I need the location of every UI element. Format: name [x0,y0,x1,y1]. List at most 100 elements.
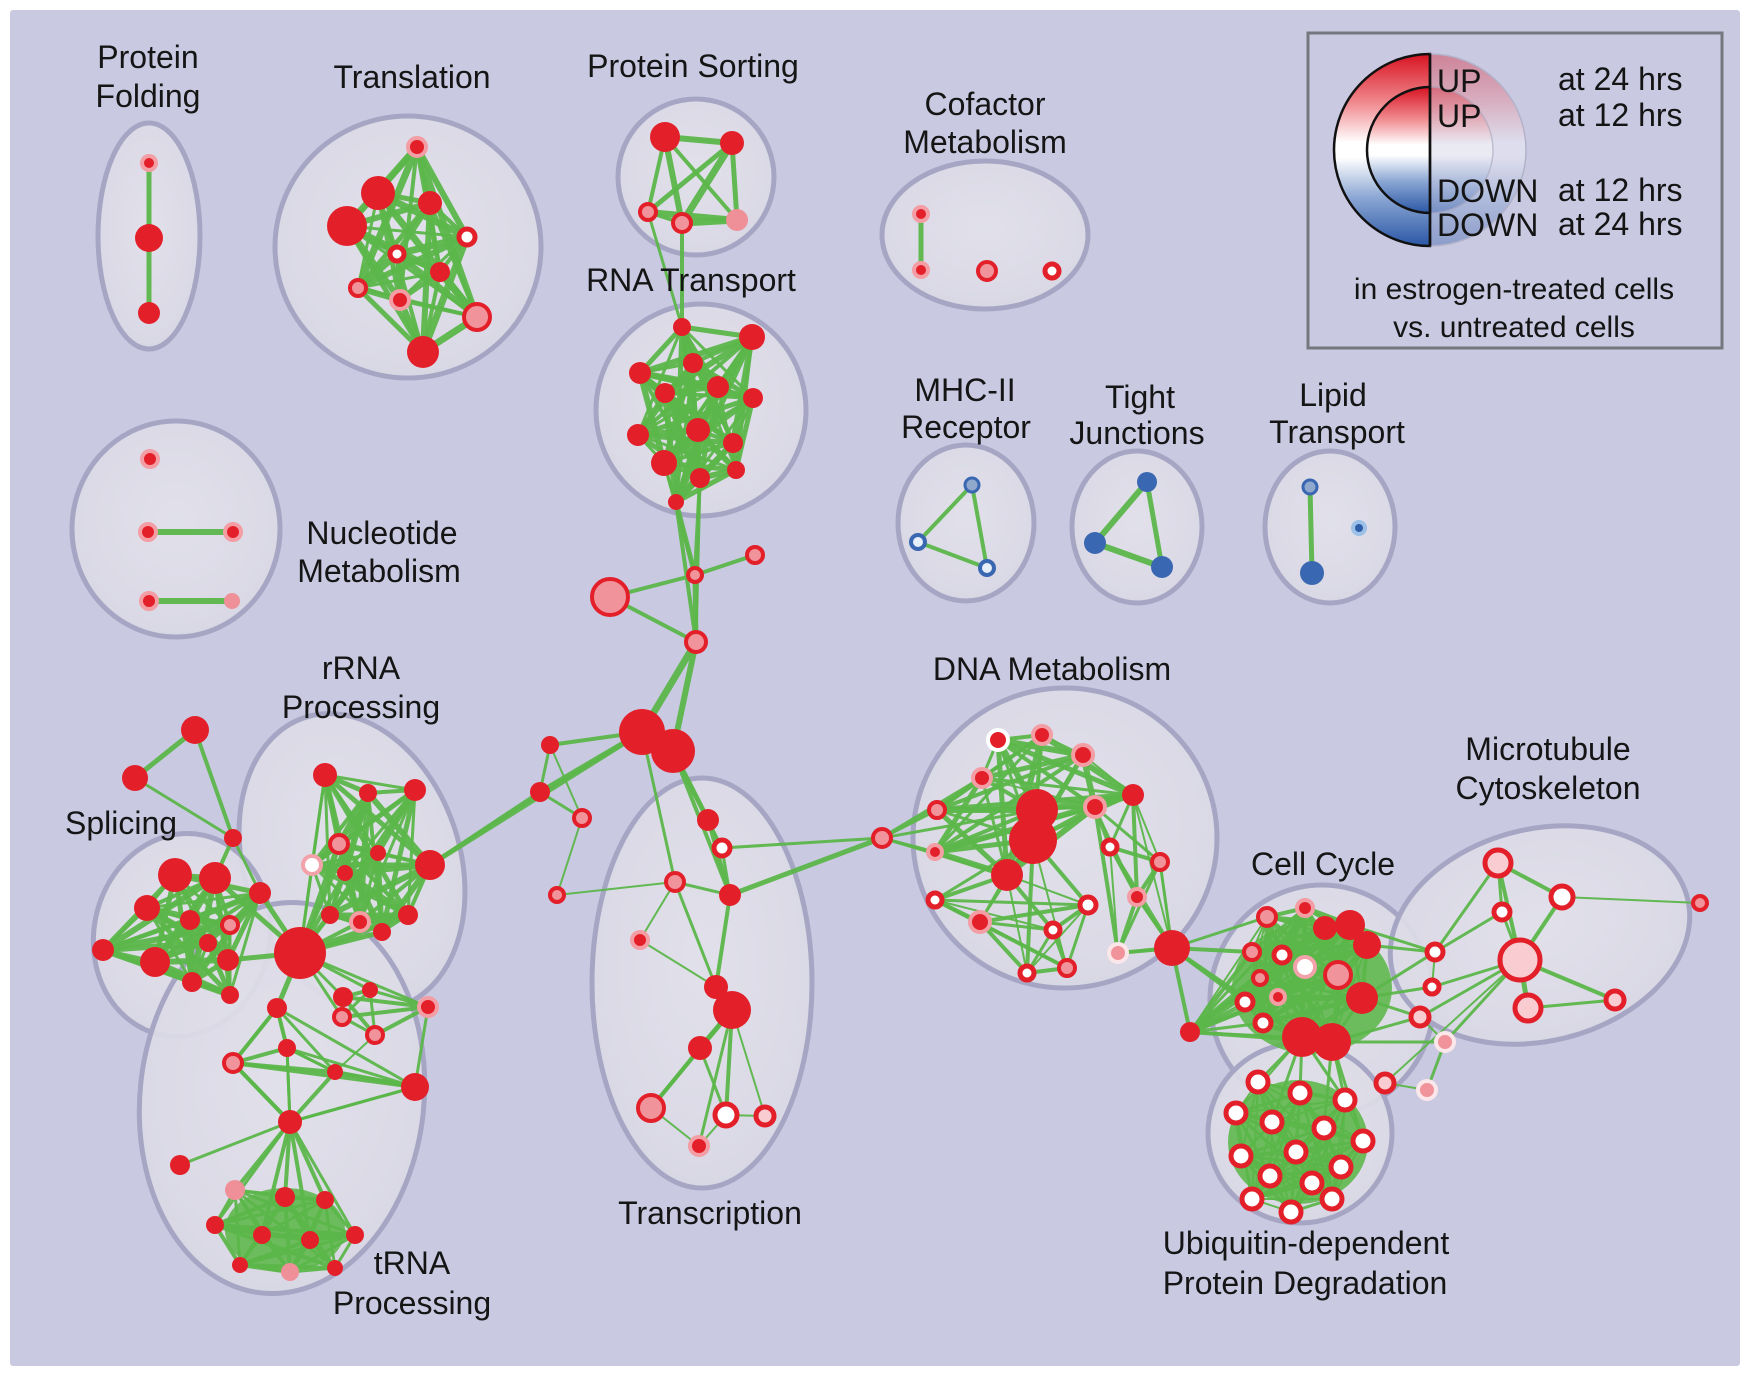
network-edge [979,921,1068,969]
network-edge [231,1006,279,1065]
legend-footer-line2: vs. untreated cells [1393,311,1635,344]
network-node-19 [673,318,691,336]
network-node-12 [462,302,492,332]
cluster-label-cell-cycle-0: Cell Cycle [1251,846,1395,882]
network-edge [193,728,235,840]
network-node-156 [267,998,287,1018]
cluster-ellipse-mhc-ii-receptor [895,442,1037,604]
network-edge [1239,1126,1326,1158]
network-node-116 [1283,1139,1309,1165]
cluster-label-mhc-ii-receptor-1: Receptor [901,409,1031,445]
network-node-183 [909,533,927,551]
network-edge [1290,1140,1364,1213]
network-node-170 [232,1257,248,1273]
cluster-label-trna-processing-1: Processing [333,1285,491,1321]
network-node-163 [225,1180,245,1200]
network-node-97 [1408,1005,1432,1029]
network-node-30 [690,468,710,488]
network-node-74 [1057,958,1077,978]
network-edge [213,1198,327,1227]
network-node-114 [1350,1128,1376,1154]
network-edge [213,1223,337,1270]
network-edge [1093,805,1162,864]
cluster-ellipse-cofactor-metabolism [879,158,1091,312]
network-node-107 [1691,894,1709,912]
network-node-162 [170,1155,190,1175]
network-node-122 [1278,1199,1304,1225]
network-edge [145,891,262,910]
network-edge [1276,943,1369,999]
network-node-136 [333,987,353,1007]
network-node-179 [912,261,930,279]
cluster-label-transcription-0: Transcription [618,1195,802,1231]
network-edge [674,500,698,644]
network-edge [934,899,1054,931]
network-edge [980,776,1135,797]
network-edge [1251,1121,1273,1200]
network-edge [379,787,418,935]
network-node-131 [321,906,339,924]
network-node-53 [753,1104,777,1128]
network-node-167 [253,1226,271,1244]
network-node-9 [430,262,450,282]
network-edge [645,140,735,215]
cluster-ellipse-protein-sorting [615,96,777,258]
network-edge [213,1195,287,1227]
network-node-86 [1353,931,1381,959]
network-node-173 [140,449,160,469]
network-edge [727,835,885,898]
network-edge [133,776,235,840]
network-node-36 [684,630,708,654]
network-node-33 [686,566,704,584]
network-edge [310,791,370,867]
network-edge [1188,976,1262,1034]
legend-row-dir: UP [1437,63,1481,99]
network-node-166 [206,1216,224,1234]
network-edge [285,1046,292,1124]
network-edge [640,730,677,884]
network-edge [663,135,739,222]
network-edge [1433,861,1500,954]
network-node-26 [686,418,710,442]
network-node-46 [719,884,741,906]
network-node-133 [373,923,391,941]
network-node-128 [337,865,353,881]
network-edge [720,836,884,850]
network-edge [636,325,684,437]
cluster-label-lipid-transport-1: Transport [1269,414,1405,450]
network-node-141 [158,858,192,892]
network-node-31 [727,461,745,479]
network-node-94 [1313,1023,1351,1061]
network-node-91 [1252,1012,1274,1034]
network-edge [285,1046,417,1089]
network-edge [1065,903,1090,970]
network-node-35 [590,577,630,617]
network-node-10 [348,278,368,298]
network-node-117 [1328,1154,1354,1180]
network-node-49 [713,991,751,1029]
network-node-139 [332,1007,352,1027]
network-edge [1144,479,1165,570]
network-node-89 [1269,988,1287,1006]
legend-row-dir: DOWN [1437,173,1538,209]
network-edge [978,903,1090,924]
network-edge [678,139,736,227]
network-node-159 [327,1064,343,1080]
network-node-18 [726,209,748,231]
cluster-label-rrna-processing-0: rRNA [322,650,401,686]
network-node-41 [572,808,592,828]
network-node-58 [1071,743,1095,767]
network-node-186 [1084,532,1106,554]
network-node-82 [1293,955,1317,979]
network-node-62 [1083,795,1107,819]
network-node-17 [671,212,693,234]
cluster-label-ubiquitin-degradation-1: Protein Degradation [1163,1265,1448,1301]
network-node-151 [221,986,239,1004]
network-node-121 [1319,1186,1345,1212]
network-edge [733,395,756,473]
network-node-108 [1245,1069,1271,1095]
network-node-75 [1107,942,1129,964]
network-edge [932,775,985,855]
